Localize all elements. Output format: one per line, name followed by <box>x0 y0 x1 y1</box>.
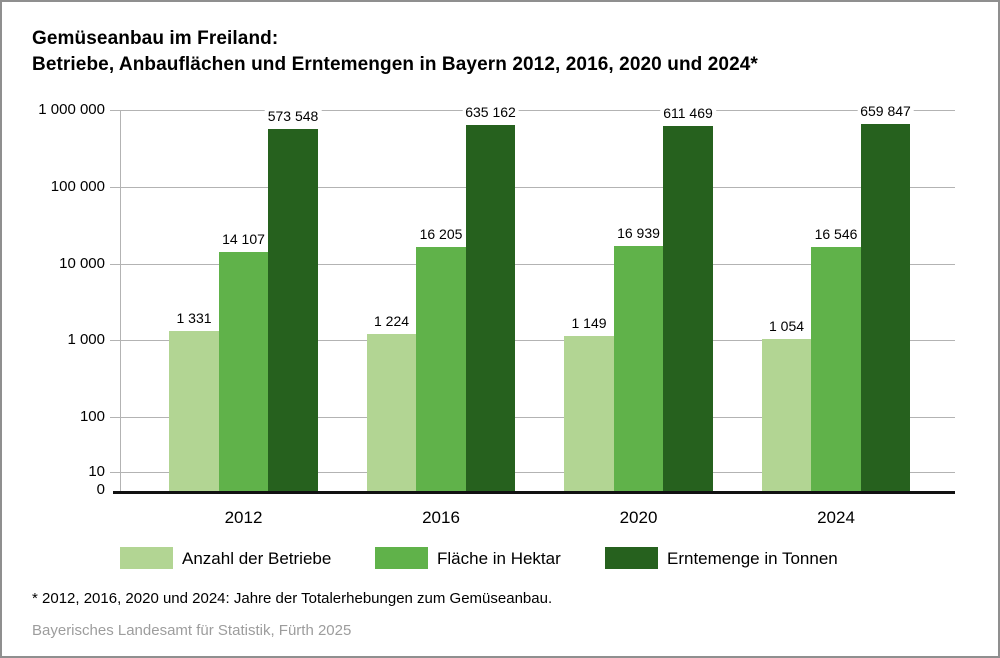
bar-2020-betriebe <box>564 335 614 492</box>
footnote: * 2012, 2016, 2020 und 2024: Jahre der T… <box>32 590 553 607</box>
y-gridline <box>110 187 955 188</box>
bar-2024-erntemenge <box>860 123 911 492</box>
bar-value-label: 1 149 <box>568 313 610 332</box>
bar-2012-betriebe <box>169 330 219 492</box>
bar-value-label: 14 107 <box>219 230 268 249</box>
y-axis-tick-label: 1 000 <box>67 331 105 348</box>
bar-2024-flaeche <box>811 246 861 492</box>
y-axis-line <box>120 110 121 492</box>
legend-swatch <box>120 547 173 569</box>
y-axis-tick-label: 0 <box>96 481 105 498</box>
bar-value-label: 1 054 <box>765 316 808 335</box>
y-gridline <box>110 472 955 473</box>
x-axis-line <box>113 491 955 494</box>
bar-2020-flaeche <box>613 246 664 492</box>
bar-2020-erntemenge <box>663 126 713 492</box>
bar-value-label: 573 548 <box>264 106 322 125</box>
legend-label: Fläche in Hektar <box>437 549 561 568</box>
bar-value-label: 611 469 <box>660 104 716 123</box>
x-axis-category-label: 2024 <box>817 508 855 527</box>
bar-2012-erntemenge <box>268 128 318 492</box>
y-gridline <box>110 340 955 341</box>
bar-value-label: 16 939 <box>614 224 663 243</box>
bar-value-label: 1 224 <box>370 311 413 330</box>
source-credit: Bayerisches Landesamt für Statistik, Für… <box>32 622 352 639</box>
bar-2016-flaeche <box>416 247 466 492</box>
x-axis-category-label: 2012 <box>224 508 263 527</box>
bar-value-label: 1 331 <box>173 308 215 327</box>
bar-2012-flaeche <box>218 252 269 492</box>
legend-label: Anzahl der Betriebe <box>182 549 332 568</box>
y-axis-tick-label: 100 000 <box>50 178 105 195</box>
x-axis-category-label: 2020 <box>619 508 658 527</box>
chart-title: Gemüseanbau im Freiland: Betriebe, Anbau… <box>32 26 758 78</box>
y-gridline <box>110 110 955 111</box>
bar-2024-betriebe <box>761 338 812 492</box>
y-gridline <box>110 417 955 418</box>
bar-2016-betriebe <box>366 333 417 492</box>
x-axis-category-label: 2016 <box>422 508 460 527</box>
bar-value-label: 16 546 <box>811 224 861 243</box>
legend-swatch <box>375 547 428 569</box>
y-axis-tick-label: 10 000 <box>59 255 105 272</box>
chart-title-line1: Gemüseanbau im Freiland: <box>32 28 279 49</box>
y-axis-tick-label: 1 000 000 <box>38 101 105 118</box>
bar-2016-erntemenge <box>465 125 516 492</box>
bar-value-label: 659 847 <box>857 101 914 120</box>
bar-value-label: 635 162 <box>462 103 519 122</box>
chart-title-line2: Betriebe, Anbauflächen und Erntemengen i… <box>32 54 758 75</box>
y-axis-tick-label: 100 <box>79 408 105 425</box>
legend-swatch <box>605 547 658 569</box>
legend-label: Erntemenge in Tonnen <box>667 549 838 568</box>
bar-value-label: 16 205 <box>416 225 466 244</box>
y-gridline <box>110 264 955 265</box>
y-axis-tick-label: 10 <box>88 463 105 480</box>
